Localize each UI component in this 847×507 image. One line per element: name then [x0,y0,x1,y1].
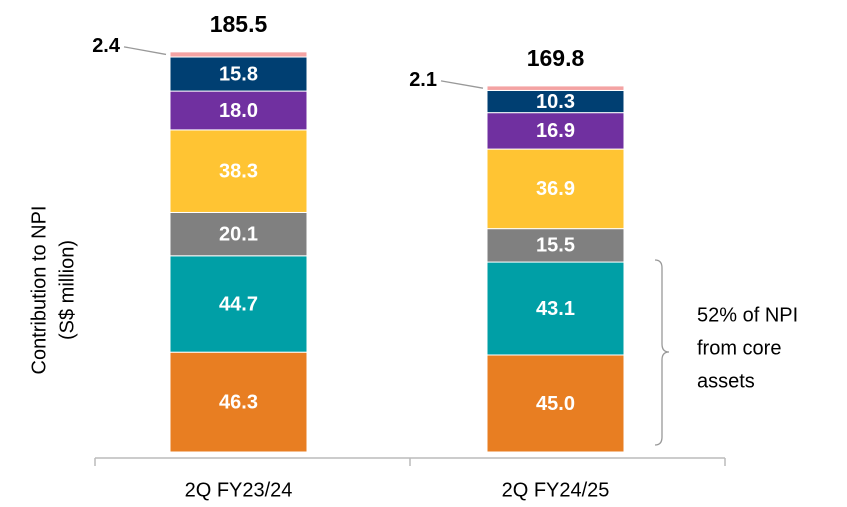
bar-segment [169,211,308,257]
data-label: 10.3 [536,91,575,113]
x-tick-label: 2Q FY23/24 [185,479,293,501]
total-label: 185.5 [210,11,268,37]
annotation: from core [697,337,781,359]
bracket [654,259,670,446]
bar-segment [169,56,308,92]
x-tick-label: 2Q FY24/25 [502,479,610,501]
data-label: 15.5 [536,235,575,257]
annotation: 52% of NPI [697,304,798,326]
leader-line [440,80,484,89]
bar-segment [169,255,308,353]
leader-line [123,46,167,56]
data-label: 46.3 [219,391,258,413]
bar-segment [486,261,625,356]
bar-segment [169,90,308,131]
data-label: 38.3 [219,160,258,182]
bar-segment [486,354,625,453]
data-label: 20.1 [219,223,258,245]
bar-segment [169,129,308,213]
bar-segment [486,228,625,263]
bar-segment [486,85,625,91]
data-label: 15.8 [219,63,258,85]
data-label: 36.9 [536,178,575,200]
y-axis-label: (S$ million) [56,240,78,340]
data-label: 2.4 [92,35,121,57]
data-label: 44.7 [219,293,258,315]
bar-segment [169,51,308,58]
data-label: 18.0 [219,100,258,122]
bar-segment [486,112,625,150]
data-label: 16.9 [536,120,575,142]
bar-segment [169,351,308,453]
data-label: 2.1 [409,69,437,91]
annotation: assets [697,370,755,392]
data-label: 43.1 [536,298,575,320]
y-axis-label: Contribution to NPI [28,206,50,375]
data-label: 45.0 [536,393,575,415]
total-label: 169.8 [527,45,585,71]
